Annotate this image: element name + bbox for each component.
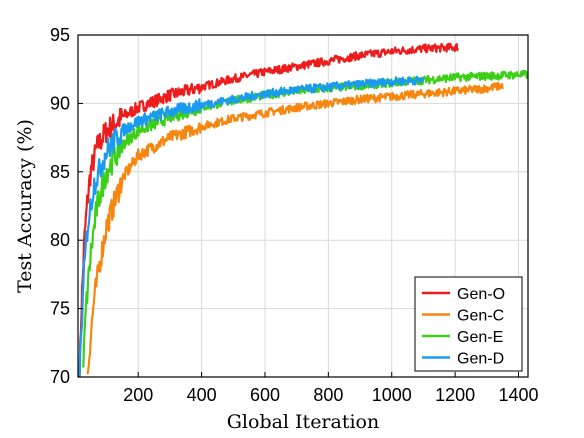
series-lines xyxy=(78,42,528,377)
y-axis-title: Test Accuracy (%) xyxy=(14,119,36,293)
legend-label: Gen-D xyxy=(457,351,504,368)
legend: Gen-O Gen-C Gen-E Gen-D xyxy=(414,276,523,372)
x-tick-label: 1400 xyxy=(498,385,538,405)
legend-label: Gen-C xyxy=(457,308,504,325)
x-axis-title: Global Iteration xyxy=(227,411,379,433)
x-tick-label: 1000 xyxy=(372,385,412,405)
x-tick-label: 800 xyxy=(313,385,343,405)
series-line-gen-e xyxy=(81,69,528,368)
y-tick-label: 95 xyxy=(50,25,70,45)
y-tick-label: 70 xyxy=(50,367,70,387)
tick-labels: 200 400 600 800 1000 1200 1400 70 75 80 85 90 95 xyxy=(50,25,539,405)
x-tick-label: 1200 xyxy=(435,385,475,405)
y-tick-label: 85 xyxy=(50,162,70,182)
y-tick-label: 80 xyxy=(50,230,70,250)
x-tick-label: 600 xyxy=(250,385,280,405)
series-line-gen-c xyxy=(86,81,504,375)
x-tick-label: 200 xyxy=(123,385,153,405)
plot-frame xyxy=(77,34,529,378)
x-tick-label: 400 xyxy=(187,385,217,405)
y-tick-label: 75 xyxy=(50,299,70,319)
series-line-gen-o xyxy=(78,42,460,377)
y-tick-label: 90 xyxy=(50,93,70,113)
legend-label: Gen-O xyxy=(457,286,505,303)
legend-label: Gen-E xyxy=(457,329,503,346)
series-line-gen-d xyxy=(78,75,425,377)
